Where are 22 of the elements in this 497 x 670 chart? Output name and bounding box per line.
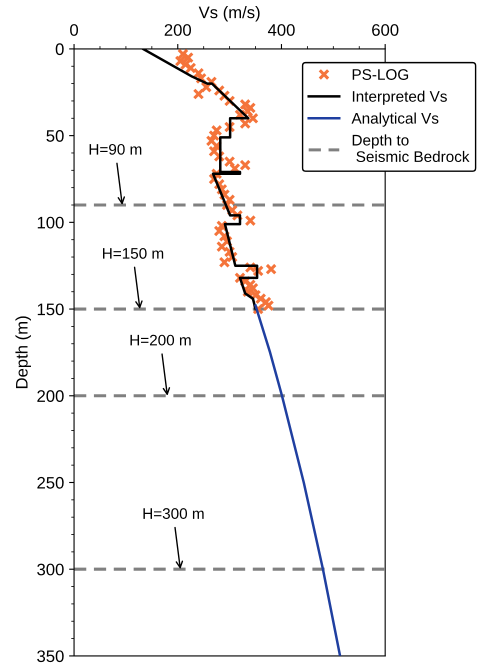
y-tick-label: 150 xyxy=(38,303,64,316)
legend-label: Depth to Seismic Bedrock xyxy=(352,134,470,162)
annotation: H=150 m xyxy=(103,248,164,259)
annotation: H=300 m xyxy=(143,508,204,519)
x-tick-label: 0 xyxy=(70,24,78,36)
y-axis-title: Depth (m) xyxy=(15,316,31,388)
y-tick-label: 100 xyxy=(38,216,64,229)
x-tick-label: 200 xyxy=(164,24,192,36)
legend-label: Interpreted Vs xyxy=(352,90,447,105)
x-tick-label: 400 xyxy=(268,24,295,36)
y-tick-label: 200 xyxy=(37,390,64,402)
annotation: H=90 m xyxy=(90,144,142,155)
y-tick-label: 0 xyxy=(56,43,64,56)
legend-label: Analytical Vs xyxy=(352,112,438,127)
y-tick-label: 50 xyxy=(46,130,64,142)
y-tick-label: 250 xyxy=(37,476,64,489)
y-tick-label: 300 xyxy=(37,564,64,576)
legend-label: PS-LOG xyxy=(352,69,408,80)
annotation: H=200 m xyxy=(130,334,191,346)
x-axis-title: Vs (m/s) xyxy=(198,6,260,22)
y-tick-label: 350 xyxy=(37,650,64,662)
x-tick-label: 600 xyxy=(372,24,398,36)
